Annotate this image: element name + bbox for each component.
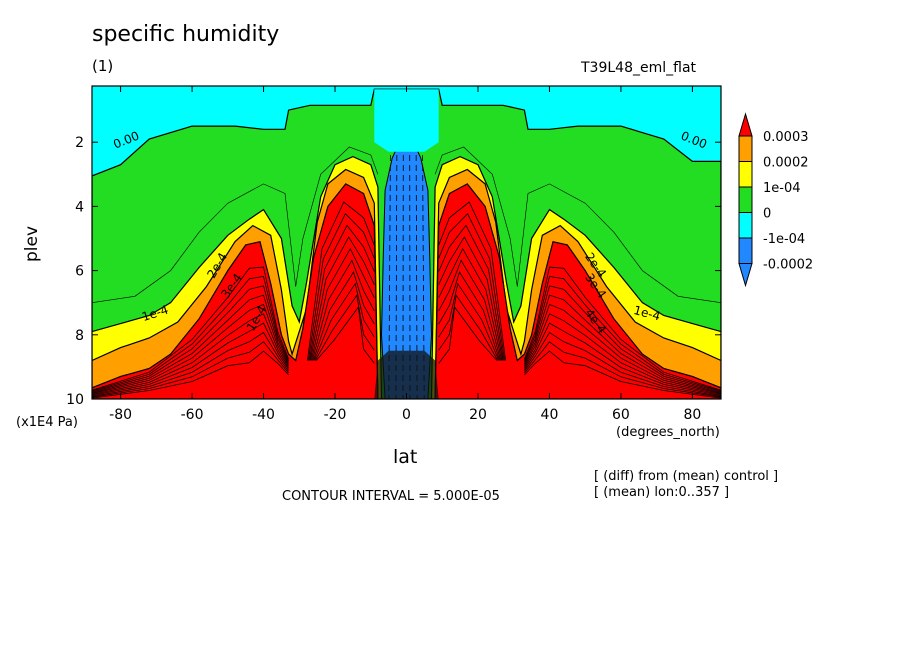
x-tick-label: 0 — [402, 407, 411, 423]
contour-line-north-9 — [524, 341, 721, 398]
y-tick-label: 2 — [75, 135, 84, 151]
x-tick-label: 60 — [612, 407, 630, 423]
chart-subtitle: (1) — [92, 57, 114, 75]
note-diff: [ (diff) from (mean) control ] — [594, 469, 779, 484]
contour-line-north-3 — [524, 285, 721, 393]
contour-inner-south-7 — [312, 271, 375, 361]
note-mean: [ (mean) lon:0..357 ] — [594, 485, 730, 500]
contour-line-south-6 — [92, 313, 289, 395]
colorbar-bottom-arrow — [738, 263, 753, 288]
contour-inner-south-5 — [310, 247, 375, 361]
contour-line-north-8 — [524, 331, 721, 397]
contour-line-south-9 — [92, 341, 289, 398]
colorbar-label-4: -1e-04 — [763, 232, 805, 247]
contour-line-north-5 — [524, 303, 721, 395]
contour-inner-north-5 — [438, 247, 503, 361]
y-tick-label: 8 — [75, 328, 84, 344]
contour-inner-north-2 — [438, 213, 505, 361]
contour-interval: CONTOUR INTERVAL = 5.000E-05 — [282, 489, 500, 504]
contour-line-north-10 — [524, 350, 721, 399]
contour-line-north-4 — [524, 294, 721, 394]
contour-line-south-10 — [92, 350, 289, 399]
region-red-north — [434, 183, 721, 399]
contour-inner-north-4 — [438, 236, 504, 361]
x-tick-label: -80 — [109, 407, 132, 423]
x-tick-label: -40 — [252, 407, 275, 423]
y-tick-label: 6 — [75, 264, 84, 280]
contour-dense-equator — [374, 350, 439, 399]
contour-inner-north-9 — [438, 294, 499, 361]
colorbar-label-2: 1e-04 — [763, 181, 801, 196]
contour-thin-north — [434, 146, 721, 303]
x-tick-label: 20 — [469, 407, 487, 423]
colorbar-top-arrow — [738, 112, 753, 137]
colorbar-swatch-extra — [738, 237, 753, 264]
colorbar-swatch-3 — [738, 186, 753, 213]
x-tick-label: -60 — [181, 407, 204, 423]
y-axis-units: (x1E4 Pa) — [16, 415, 78, 430]
x-tick-label: 80 — [683, 407, 701, 423]
contour-line-north-6 — [524, 313, 721, 395]
region-cyan-column — [374, 89, 439, 152]
colorbar-swatch-2 — [738, 161, 753, 188]
contour-inner-north-7 — [438, 271, 501, 361]
y-tick-label: 4 — [75, 199, 84, 215]
x-axis-units: (degrees_north) — [616, 425, 720, 440]
colorbar-swatch-1 — [738, 135, 753, 162]
y-tick-label: 10 — [66, 392, 84, 408]
contour-line-north-7 — [524, 322, 721, 396]
contour-line-north-2 — [524, 275, 721, 392]
contour-inner-south-2 — [308, 213, 375, 361]
chart-title: specific humidity — [92, 22, 280, 47]
contour-inner-north-8 — [438, 282, 500, 361]
contour-line-south-5 — [92, 303, 289, 395]
contour-inner-north-1 — [438, 201, 506, 361]
x-axis-label: lat — [393, 446, 418, 468]
contour-thin-south — [92, 146, 379, 303]
contour-line-south-2 — [92, 275, 289, 392]
colorbar-swatch-4 — [738, 212, 753, 239]
contour-label-3: 1e-4 — [632, 303, 662, 324]
colorbar-label-0: 0.0003 — [763, 130, 809, 145]
x-tick-label: 40 — [541, 407, 559, 423]
contour-inner-south-6 — [311, 259, 375, 361]
colorbar-label-5: -0.0002 — [763, 258, 813, 273]
contour-inner-north-6 — [438, 259, 502, 361]
contour-inner-south-1 — [307, 201, 375, 361]
region-red-south — [92, 183, 379, 399]
contour-line-south-3 — [92, 285, 289, 393]
contour-line-south-1 — [92, 266, 289, 391]
contour-line-south-4 — [92, 294, 289, 394]
contour-inner-south-10 — [315, 306, 375, 364]
contour-line-north-1 — [524, 266, 721, 391]
contour-inner-south-8 — [313, 282, 375, 361]
contour-line-south-7 — [92, 322, 289, 396]
contour-inner-south-3 — [309, 224, 375, 361]
contour-line-south-8 — [92, 331, 289, 397]
colorbar-label-1: 0.0002 — [763, 156, 809, 171]
contour-inner-south-9 — [314, 294, 375, 361]
colorbar-label-3: 0 — [763, 207, 771, 222]
contour-inner-south-4 — [309, 236, 375, 361]
contour-inner-north-10 — [438, 306, 498, 364]
contour-inner-north-3 — [438, 224, 504, 361]
model-name: T39L48_eml_flat — [581, 60, 697, 76]
x-tick-label: -20 — [324, 407, 347, 423]
